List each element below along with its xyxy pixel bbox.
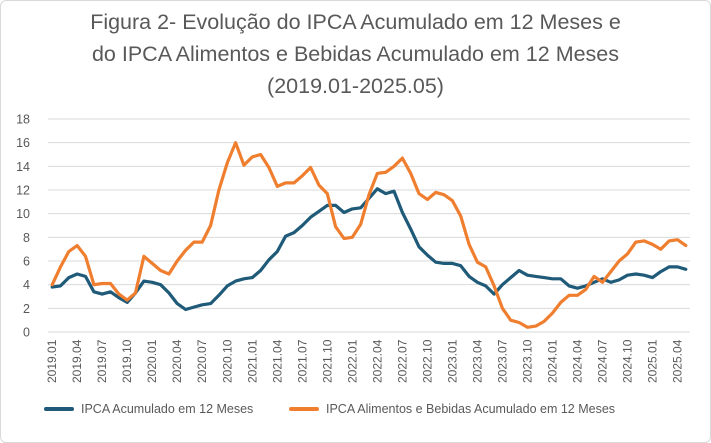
x-tick-label: 2020.10: [220, 339, 234, 383]
x-tick-label: 2024.01: [545, 339, 559, 383]
x-tick-label: 2024.04: [570, 339, 584, 383]
legend-item-alimentos: IPCA Alimentos e Bebidas Acumulado em 12…: [289, 402, 615, 416]
x-tick-label: 2025.04: [670, 339, 684, 383]
x-tick-label: 2021.01: [245, 339, 259, 383]
x-tick-label: 2019.04: [70, 339, 84, 383]
x-tick-label: 2025.01: [645, 339, 659, 383]
y-tick-label: 18: [16, 113, 30, 127]
y-tick-label: 14: [16, 160, 30, 174]
x-tick-label: 2023.07: [495, 339, 509, 383]
y-tick-label: 0: [23, 326, 30, 340]
x-tick-label: 2022.04: [370, 339, 384, 383]
x-tick-label: 2019.01: [45, 339, 59, 383]
x-tick-label: 2022.01: [345, 339, 359, 383]
y-tick-label: 8: [23, 231, 30, 245]
y-tick-label: 6: [23, 255, 30, 269]
x-tick-label: 2020.01: [145, 339, 159, 383]
chart-title-line-2: do IPCA Alimentos e Bebidas Acumulado em…: [91, 42, 620, 66]
legend-item-ipca: IPCA Acumulado em 12 Meses: [44, 402, 253, 416]
x-tick-label: 2023.10: [520, 339, 534, 383]
y-tick-label: 2: [23, 302, 30, 316]
legend-swatch-alimentos: [289, 407, 319, 411]
x-tick-label: 2020.04: [170, 339, 184, 383]
x-tick-label: 2023.01: [445, 339, 459, 383]
x-tick-label: 2021.10: [320, 339, 334, 383]
series-line-2: [50, 141, 688, 329]
x-tick-label: 2024.07: [595, 339, 609, 383]
x-tick-label: 2023.04: [470, 339, 484, 383]
chart-title-line-1: Figura 2- Evolução do IPCA Acumulado em …: [90, 10, 621, 34]
chart-legend: IPCA Acumulado em 12 Meses IPCA Alimento…: [0, 402, 711, 426]
y-tick-label: 12: [16, 184, 30, 198]
legend-swatch-ipca: [44, 407, 74, 411]
y-tick-label: 10: [16, 207, 30, 221]
series-line-1: [50, 187, 688, 312]
y-tick-label: 4: [23, 278, 30, 292]
x-tick-label: 2021.07: [295, 339, 309, 383]
legend-label-alimentos: IPCA Alimentos e Bebidas Acumulado em 12…: [326, 402, 616, 416]
y-tick-label: 16: [16, 136, 30, 150]
x-tick-label: 2022.10: [420, 339, 434, 383]
x-tick-label: 2019.10: [120, 339, 134, 383]
x-tick-label: 2024.10: [620, 339, 634, 383]
chart-title-line-3: (2019.01-2025.05): [267, 74, 444, 98]
x-tick-label: 2019.07: [95, 339, 109, 383]
legend-label-ipca: IPCA Acumulado em 12 Meses: [81, 402, 254, 416]
x-tick-label: 2022.07: [395, 339, 409, 383]
x-tick-label: 2020.07: [195, 339, 209, 383]
line-chart: 0 2 4 6 8 10 12 14 16 18 2019.01 2019.04 2019.07 2019…: [16, 113, 690, 383]
x-tick-label: 2021.04: [270, 339, 284, 383]
